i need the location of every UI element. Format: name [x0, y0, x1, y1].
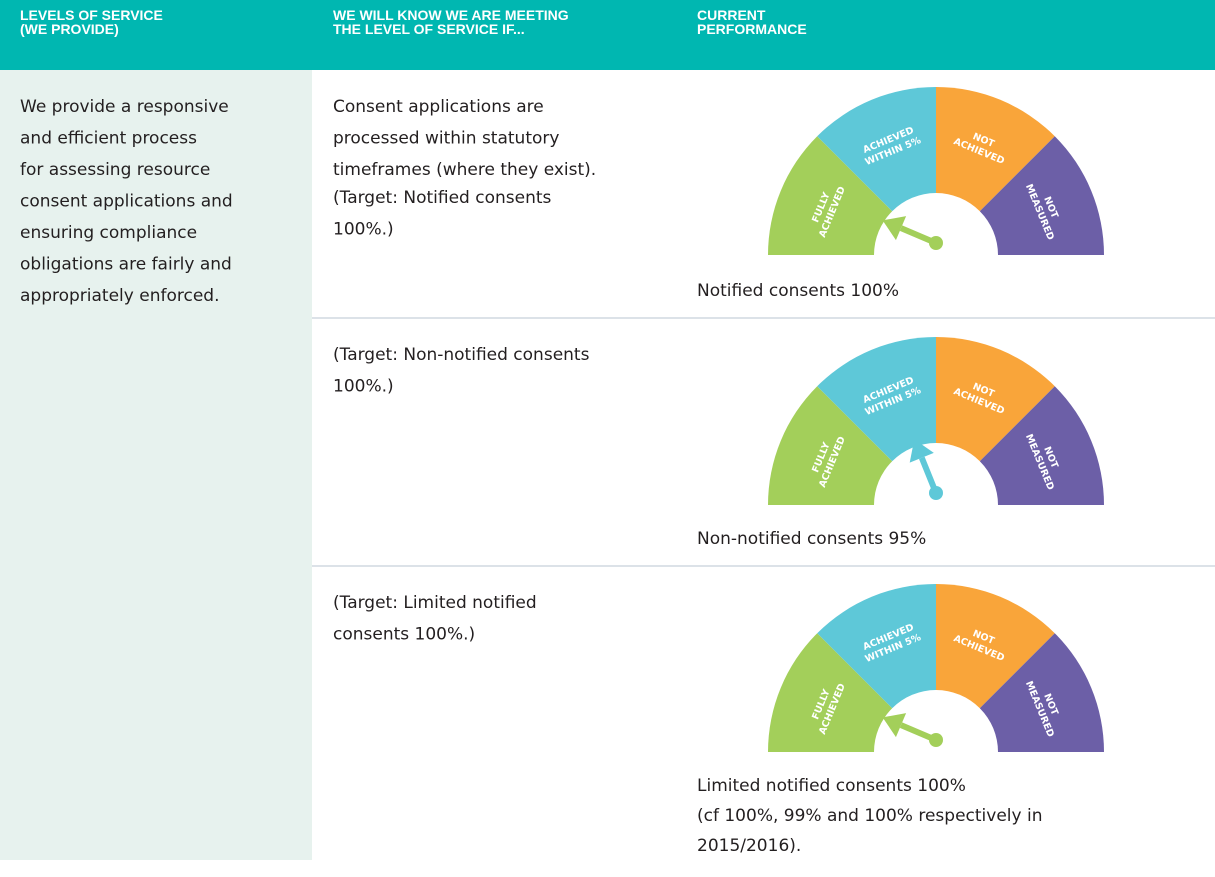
service-text: obligations are fairly and	[20, 255, 232, 275]
target-text: 100%.)	[333, 377, 394, 397]
first-column	[0, 70, 312, 860]
service-text: consent applications and	[20, 192, 233, 212]
measure-text: processed within statutory	[333, 129, 559, 149]
target-text: 100%.)	[333, 220, 394, 240]
column-header: LEVELS OF SERVICE	[20, 7, 163, 23]
column-header: THE LEVEL OF SERVICE IF...	[333, 21, 525, 37]
header-bar	[0, 0, 1215, 70]
column-header: CURRENT	[697, 7, 766, 23]
needle-head	[882, 216, 907, 241]
service-text: appropriately enforced.	[20, 286, 219, 306]
column-header: WE WILL KNOW WE ARE MEETING	[333, 7, 569, 23]
gauge-hub	[874, 193, 998, 255]
needle-pivot	[929, 236, 943, 250]
service-text: ensuring compliance	[20, 223, 197, 243]
needle-head	[909, 439, 934, 463]
caption: 2015/2016).	[697, 836, 801, 856]
caption: Non-notified consents 95%	[697, 529, 926, 549]
caption: Notified consents 100%	[697, 281, 899, 301]
column-header: (WE PROVIDE)	[20, 21, 119, 37]
target-text: consents 100%.)	[333, 625, 475, 645]
gauge-hub	[874, 690, 998, 752]
caption: Limited notified consents 100%	[697, 776, 966, 796]
needle-pivot	[929, 486, 943, 500]
column-header: PERFORMANCE	[697, 21, 807, 37]
measure-text: Consent applications are	[333, 97, 544, 117]
service-text: and efficient process	[20, 129, 197, 149]
target-text: (Target: Non-notified consents	[333, 345, 590, 365]
caption: (cf 100%, 99% and 100% respectively in	[697, 806, 1042, 826]
needle-head	[882, 713, 907, 738]
target-text: (Target: Notified consents	[333, 188, 552, 208]
measure-text: timeframes (where they exist).	[333, 160, 596, 180]
service-text: We provide a responsive	[20, 97, 229, 117]
service-text: for assessing resource	[20, 160, 210, 180]
needle-pivot	[929, 733, 943, 747]
gauge-hub	[874, 443, 998, 505]
target-text: (Target: Limited notified	[333, 593, 537, 613]
